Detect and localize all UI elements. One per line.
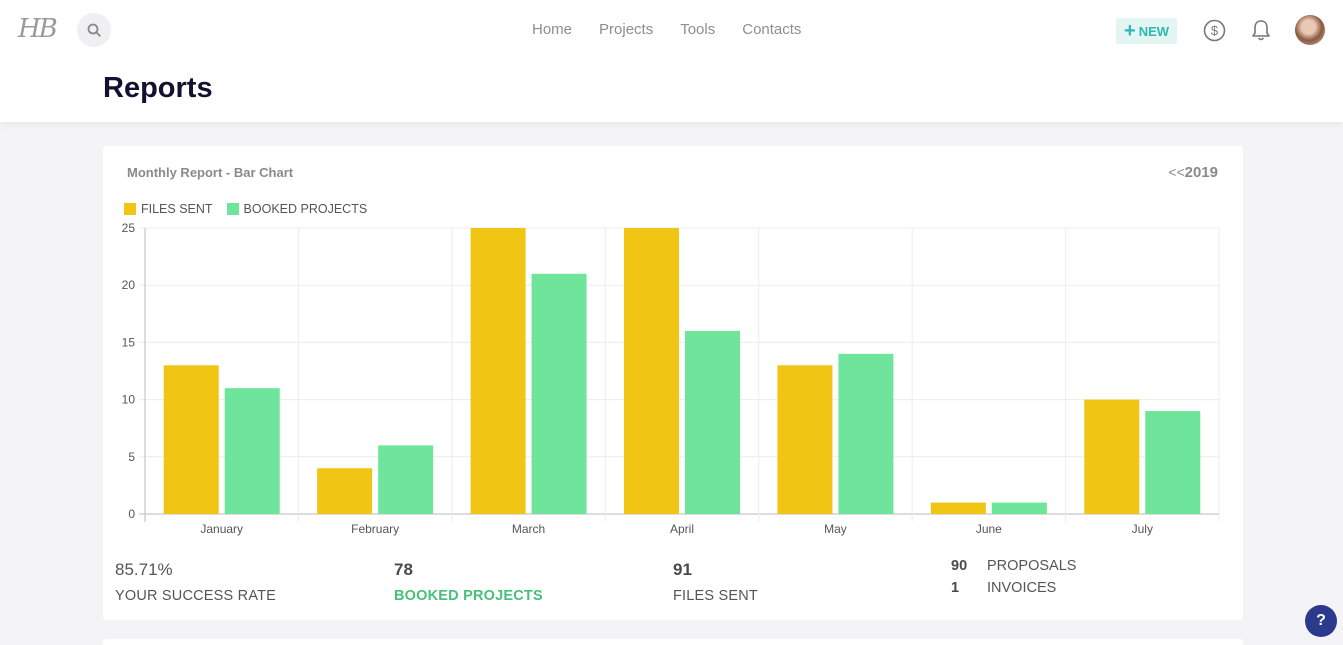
- legend-item-booked-projects[interactable]: BOOKED PROJECTS: [226, 202, 368, 216]
- y-tick-label: 5: [128, 450, 135, 464]
- search-icon: [87, 23, 101, 37]
- plus-icon: +: [1124, 20, 1136, 42]
- y-tick-label: 20: [122, 278, 136, 292]
- bar[interactable]: [624, 228, 679, 514]
- chart-legend: FILES SENT BOOKED PROJECTS: [124, 202, 367, 216]
- nav-tools[interactable]: Tools: [680, 21, 716, 38]
- new-button[interactable]: + NEW: [1116, 18, 1178, 44]
- x-tick-label: June: [976, 522, 1002, 536]
- invoices-value: 1: [951, 580, 960, 596]
- bar-chart: 0 5 10 15 20 25 January February March April May Ju…: [122, 221, 1220, 536]
- main-nav: Home Projects Tools Contacts: [532, 21, 801, 38]
- invoices-row[interactable]: 1 INVOICES: [951, 580, 1076, 596]
- x-tick-label: July: [1132, 522, 1153, 536]
- nav-home[interactable]: Home: [532, 21, 573, 38]
- x-tick-label: April: [670, 522, 694, 536]
- stat-proposals-invoices: 90 PROPOSALS 1 INVOICES: [951, 558, 1076, 602]
- legend-swatch-files-sent: [124, 203, 136, 215]
- proposals-value: 90: [951, 558, 968, 574]
- help-button[interactable]: ?: [1305, 605, 1337, 637]
- bar[interactable]: [224, 388, 280, 514]
- previous-year-arrow: <<: [1168, 164, 1185, 180]
- x-tick-label: February: [351, 522, 399, 536]
- bar[interactable]: [163, 365, 219, 514]
- y-tick-label: 10: [122, 393, 136, 407]
- logo[interactable]: HB: [18, 14, 58, 44]
- legend-label-booked-projects: BOOKED PROJECTS: [243, 202, 368, 216]
- y-tick-label: 25: [122, 221, 136, 235]
- new-button-label: NEW: [1138, 23, 1170, 39]
- report-card: Monthly Report - Bar Chart <<2019 FILES …: [103, 146, 1243, 620]
- x-tick-label: March: [512, 522, 545, 536]
- year-selector[interactable]: <<2019: [1168, 164, 1218, 181]
- search-button[interactable]: [77, 13, 111, 47]
- stat-success-rate: 85.71% YOUR SUCCESS RATE: [115, 560, 276, 604]
- booked-projects-value: 78: [394, 560, 413, 579]
- bar[interactable]: [317, 468, 373, 514]
- svg-text:$: $: [1211, 23, 1219, 38]
- report-title: Monthly Report - Bar Chart: [127, 165, 294, 180]
- bell-icon[interactable]: [1250, 18, 1272, 42]
- bar[interactable]: [470, 228, 526, 514]
- bar[interactable]: [378, 445, 434, 514]
- bar[interactable]: [930, 502, 986, 514]
- bar[interactable]: [838, 353, 894, 514]
- top-bar: HB Home Projects Tools Contacts + NEW $ …: [0, 0, 1343, 122]
- legend-item-files-sent[interactable]: FILES SENT: [124, 202, 213, 216]
- x-tick-label: May: [824, 522, 847, 536]
- bar[interactable]: [531, 273, 587, 514]
- avatar[interactable]: [1295, 15, 1325, 45]
- y-tick-label: 15: [122, 335, 136, 349]
- page-title: Reports: [103, 72, 213, 104]
- legend-swatch-booked-projects: [226, 203, 239, 215]
- y-tick-label: 0: [128, 507, 135, 521]
- x-tick-label: January: [200, 522, 243, 536]
- stat-booked-projects: 78 BOOKED PROJECTS: [394, 560, 543, 604]
- files-sent-value: 91: [673, 560, 692, 579]
- proposals-row[interactable]: 90 PROPOSALS: [951, 558, 1076, 574]
- dollar-icon[interactable]: $: [1203, 19, 1226, 42]
- nav-contacts[interactable]: Contacts: [742, 21, 802, 38]
- bar[interactable]: [991, 502, 1047, 514]
- invoices-label: INVOICES: [987, 580, 1057, 596]
- legend-label-files-sent: FILES SENT: [141, 202, 213, 216]
- bar[interactable]: [685, 330, 740, 514]
- booked-projects-label[interactable]: BOOKED PROJECTS: [394, 588, 543, 604]
- nav-projects[interactable]: Projects: [599, 21, 654, 38]
- secondary-card: [103, 639, 1243, 645]
- success-rate-label: YOUR SUCCESS RATE: [115, 588, 277, 604]
- bar[interactable]: [777, 365, 833, 514]
- year-label: 2019: [1184, 164, 1218, 181]
- success-rate-value: 85.71%: [115, 560, 173, 579]
- proposals-label: PROPOSALS: [987, 558, 1077, 574]
- stat-files-sent: 91 FILES SENT: [673, 560, 758, 604]
- bar[interactable]: [1145, 411, 1201, 514]
- files-sent-label[interactable]: FILES SENT: [673, 588, 758, 604]
- bar[interactable]: [1084, 399, 1140, 514]
